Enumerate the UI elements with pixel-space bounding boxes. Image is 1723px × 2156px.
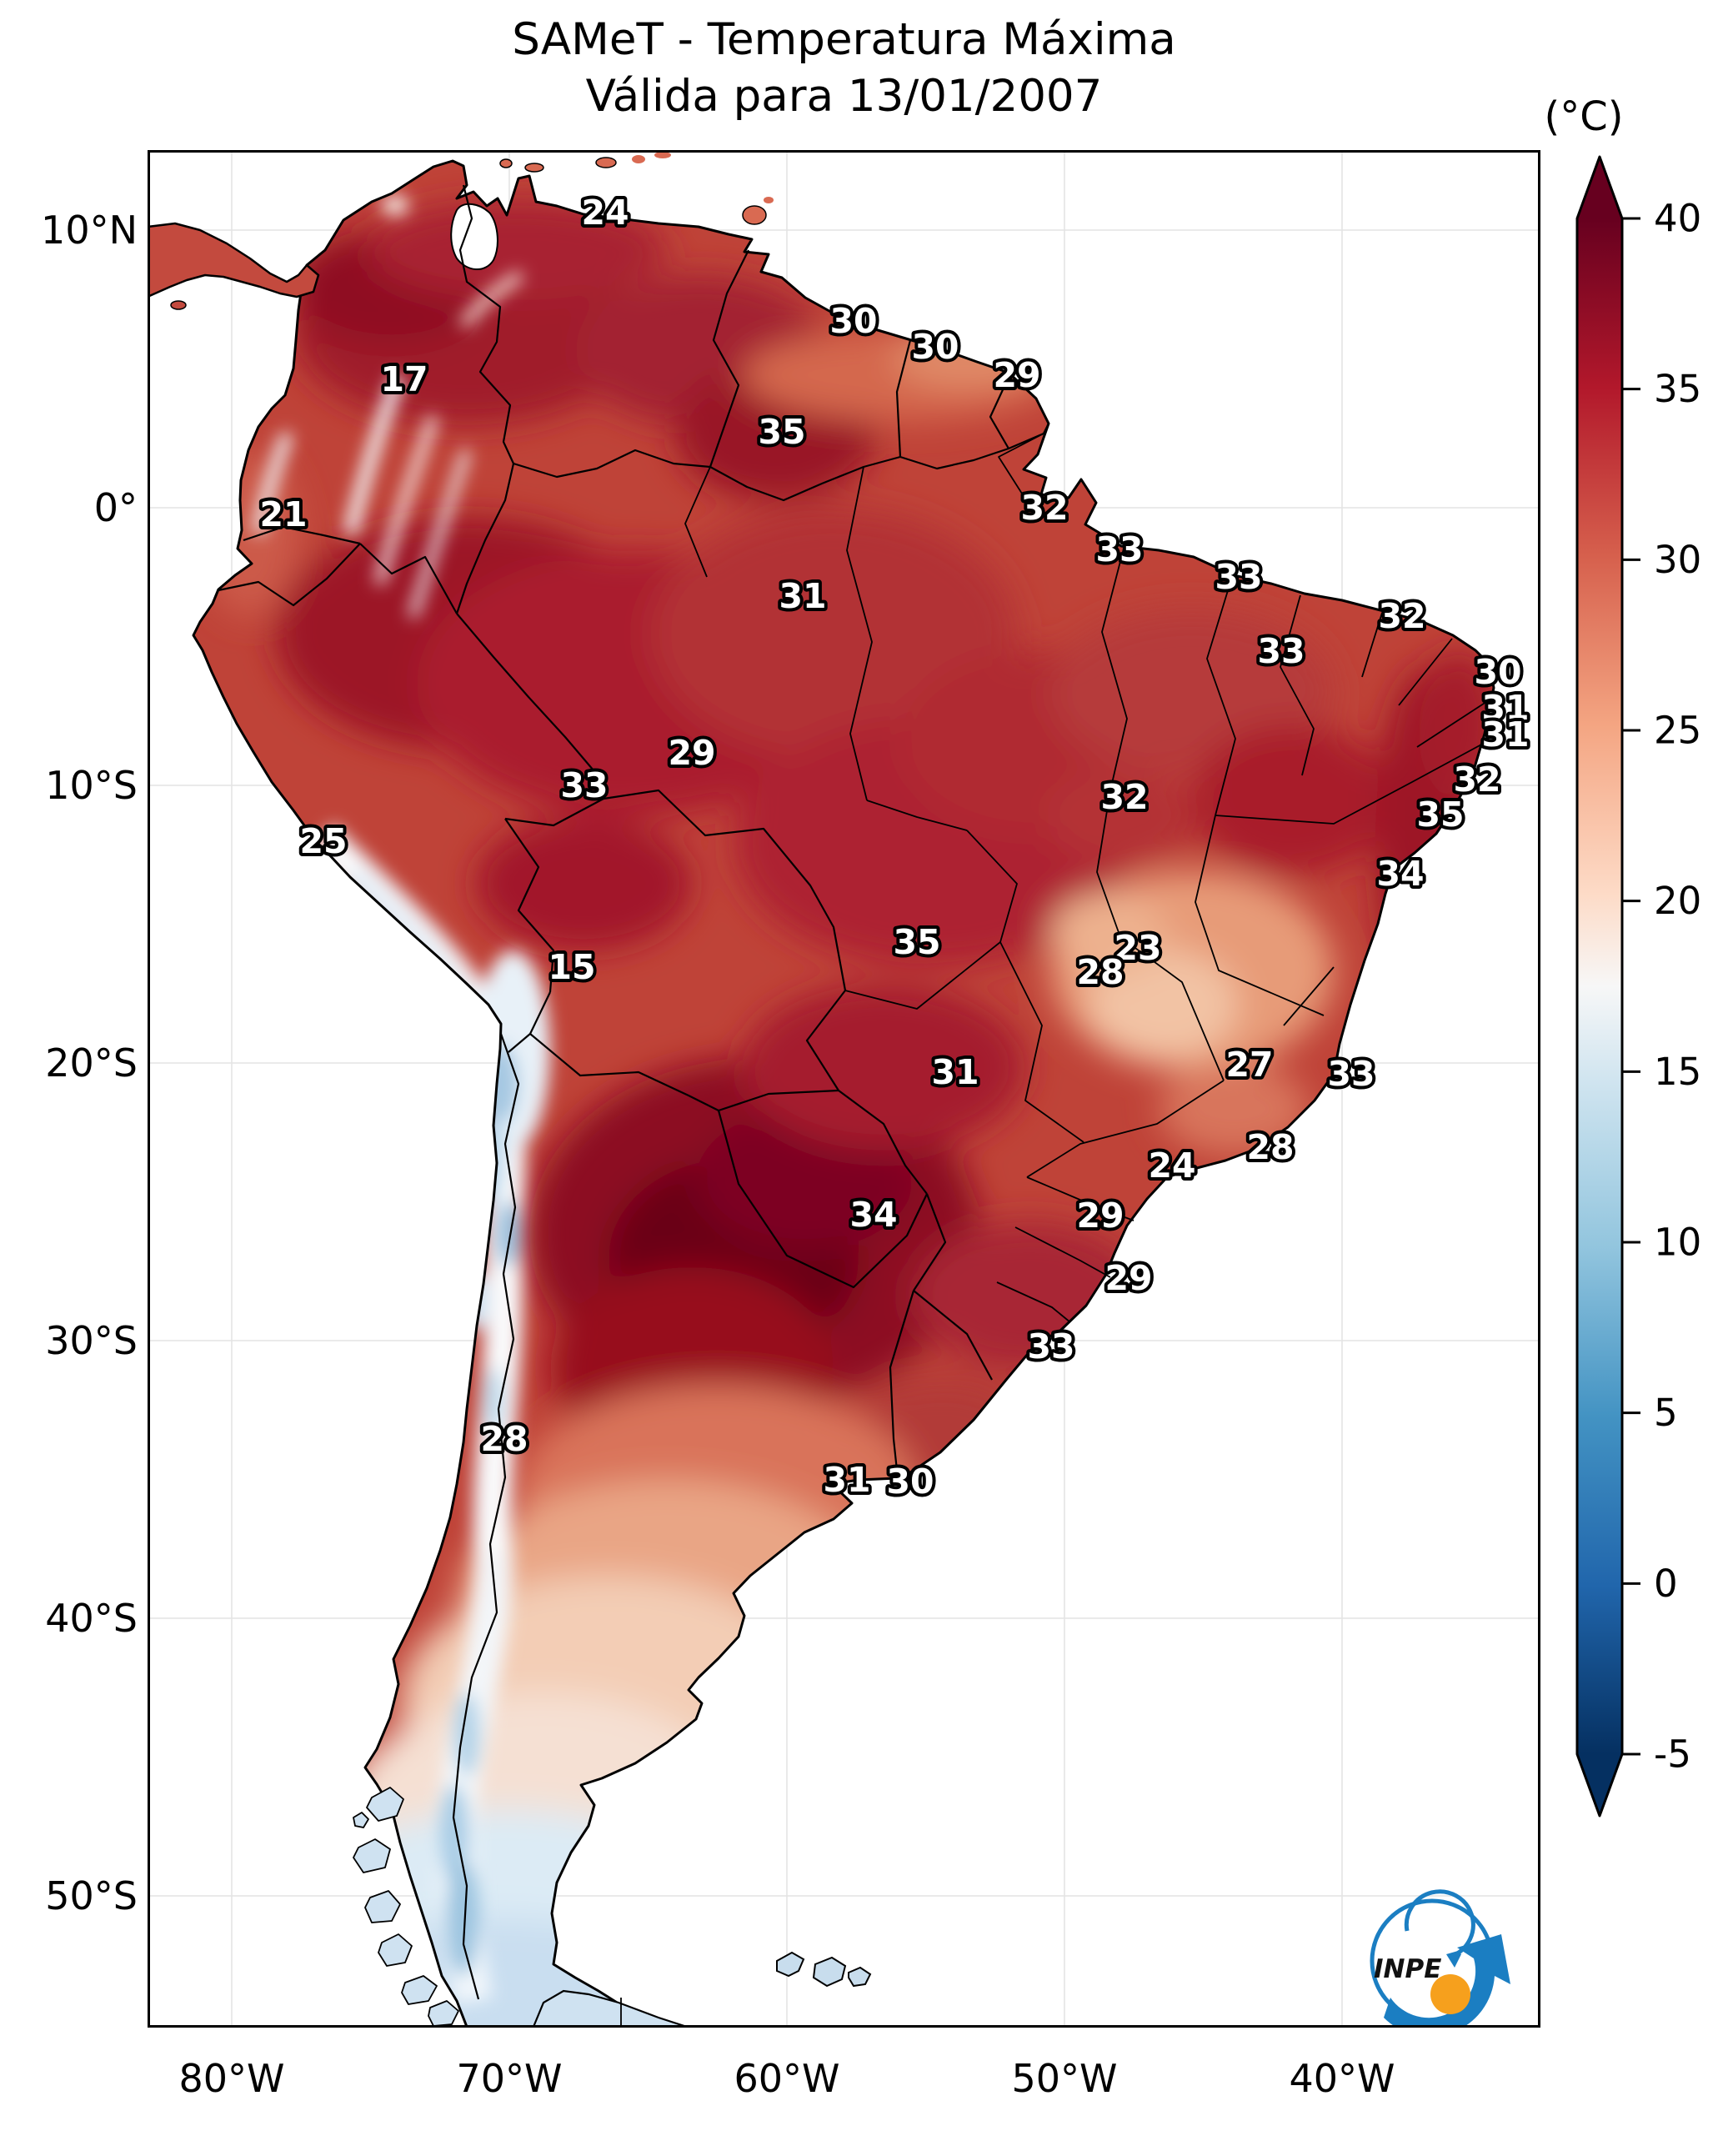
colorbar-tick-labels: 40 35 30 25 20 15 10 5 0 -5 — [1654, 197, 1701, 1777]
colorbar-under-arrow — [1577, 1754, 1622, 1816]
colorbar-gradient — [1577, 218, 1622, 1754]
colorbar-tick-value: 10 — [1654, 1221, 1701, 1265]
colorbar-tick-value: 35 — [1654, 367, 1701, 411]
figure-canvas: SAMeT - Temperatura Máxima Válida para 1… — [0, 0, 1723, 2156]
colorbar-tick-value: 40 — [1654, 197, 1701, 241]
colorbar-tick-value: 20 — [1654, 879, 1701, 923]
colorbar: 40 35 30 25 20 15 10 5 0 -5 — [0, 0, 1723, 2156]
colorbar-tick-value: 5 — [1654, 1391, 1678, 1435]
colorbar-tick-value: 30 — [1654, 538, 1701, 582]
colorbar-ticks — [1622, 218, 1640, 1754]
colorbar-tick-value: 15 — [1654, 1050, 1701, 1094]
colorbar-tick-value: -5 — [1654, 1732, 1691, 1777]
colorbar-tick-value: 25 — [1654, 709, 1701, 753]
colorbar-tick-value: 0 — [1654, 1562, 1678, 1606]
colorbar-over-arrow — [1577, 157, 1622, 218]
